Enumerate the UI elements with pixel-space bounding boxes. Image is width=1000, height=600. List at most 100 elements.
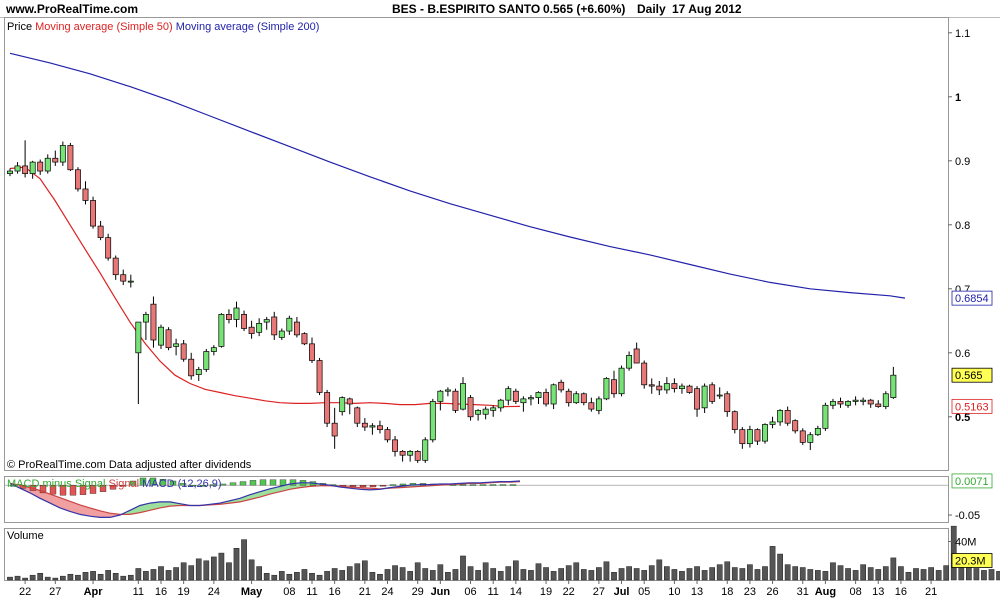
volume-bar <box>701 570 708 581</box>
candle-body <box>414 451 421 461</box>
candle-body <box>460 383 466 410</box>
volume-bar <box>633 568 640 581</box>
candle-body <box>694 388 701 410</box>
candle <box>248 320 255 339</box>
candle-body <box>678 385 685 389</box>
candle <box>142 311 149 340</box>
candle-body <box>890 374 897 398</box>
candle <box>120 269 127 285</box>
volume-bar <box>67 573 74 581</box>
candle-body <box>573 393 580 404</box>
candle <box>422 437 429 463</box>
candle <box>44 154 51 174</box>
volume-bar <box>203 560 210 581</box>
macd-histogram-bar <box>479 484 487 486</box>
candle <box>286 315 293 335</box>
candle-body <box>671 383 678 389</box>
candle-body <box>444 389 451 392</box>
candle-body <box>724 393 731 413</box>
candle-body <box>709 384 716 402</box>
candle <box>399 450 406 462</box>
candle <box>527 395 534 406</box>
candle-body <box>762 424 768 442</box>
candle <box>626 351 633 371</box>
candle-body <box>656 385 663 391</box>
volume-bar <box>996 571 1000 581</box>
volume-bar <box>422 568 429 581</box>
candle-body <box>482 408 489 415</box>
macd-histogram-bar <box>279 479 287 486</box>
volume-bar <box>641 570 648 581</box>
volume-bar <box>211 556 217 581</box>
volume-bar <box>482 562 489 581</box>
volume-bar <box>226 562 232 581</box>
candle <box>475 409 482 421</box>
candle <box>694 386 701 417</box>
macd-histogram-bar <box>499 484 507 486</box>
macd-tick-label: -0.05 <box>955 510 980 522</box>
candle-body <box>543 392 550 405</box>
candle <box>203 348 210 372</box>
date-tick-label: Jun <box>431 586 451 598</box>
ma200-line <box>9 52 906 299</box>
volume-bar <box>271 574 278 581</box>
candle <box>754 428 761 445</box>
volume-bar <box>867 567 874 581</box>
volume-axis: 40M 20.3M <box>948 537 993 568</box>
candle-body <box>588 402 595 410</box>
volume-bar <box>920 569 927 581</box>
candle-body <box>271 316 278 336</box>
volume-bar <box>195 558 202 581</box>
volume-bar <box>278 571 285 581</box>
chart-date: 17 Aug 2012 <box>672 2 742 16</box>
macd-histogram-bar <box>149 477 157 486</box>
candle <box>97 220 104 241</box>
candle <box>603 377 610 401</box>
volume-bar <box>44 576 51 581</box>
candle <box>301 332 308 346</box>
macd-histogram-bar <box>79 485 87 495</box>
candle-body <box>792 420 799 432</box>
volume-bar <box>777 553 783 581</box>
volume-bar <box>14 575 21 581</box>
volume-bar <box>294 572 300 581</box>
macd-signal-fill <box>60 497 70 512</box>
volume-bar <box>799 567 806 581</box>
price-tag: 0.5163 <box>951 398 993 414</box>
volume-bar <box>656 559 663 581</box>
date-tick-label: Jul <box>614 586 630 598</box>
ma50-line <box>9 166 521 408</box>
volume-bar <box>830 562 836 581</box>
candle <box>437 389 444 411</box>
date-tick-label: 21 <box>359 586 371 598</box>
date-tick-label: 06 <box>464 586 476 598</box>
candle-body <box>218 314 225 347</box>
candle-body <box>120 274 127 282</box>
volume-bar <box>558 568 564 581</box>
candle-body <box>59 145 66 163</box>
volume-bar <box>664 566 670 581</box>
volume-bar <box>505 566 512 581</box>
date-tick-label: 14 <box>510 586 522 598</box>
candle-body <box>52 157 59 163</box>
volume-bar <box>309 573 315 581</box>
macd-histogram-bar <box>99 485 107 492</box>
candle <box>233 301 240 328</box>
candle-body <box>497 399 504 409</box>
date-axis: 22 27 Apr 11 16 19 24 May 08 11 16 21 24 29 Jun 06 11 14 1… <box>19 580 937 598</box>
macd-histogram-bar <box>179 483 187 486</box>
candle-body <box>173 343 180 347</box>
volume-bar <box>724 561 731 581</box>
macd-histogram-bar <box>59 485 67 496</box>
volume-panel <box>4 528 949 581</box>
volume-bar <box>626 566 632 581</box>
candle <box>460 377 466 411</box>
candle <box>799 428 806 445</box>
candle-body <box>150 303 157 341</box>
macd-histogram-bar <box>199 485 207 487</box>
volume-bar <box>429 570 436 581</box>
volume-bar <box>747 564 753 581</box>
macd-histogram-bar <box>369 485 377 488</box>
volume-bar <box>105 570 112 581</box>
macd-histogram-bar <box>69 485 77 496</box>
